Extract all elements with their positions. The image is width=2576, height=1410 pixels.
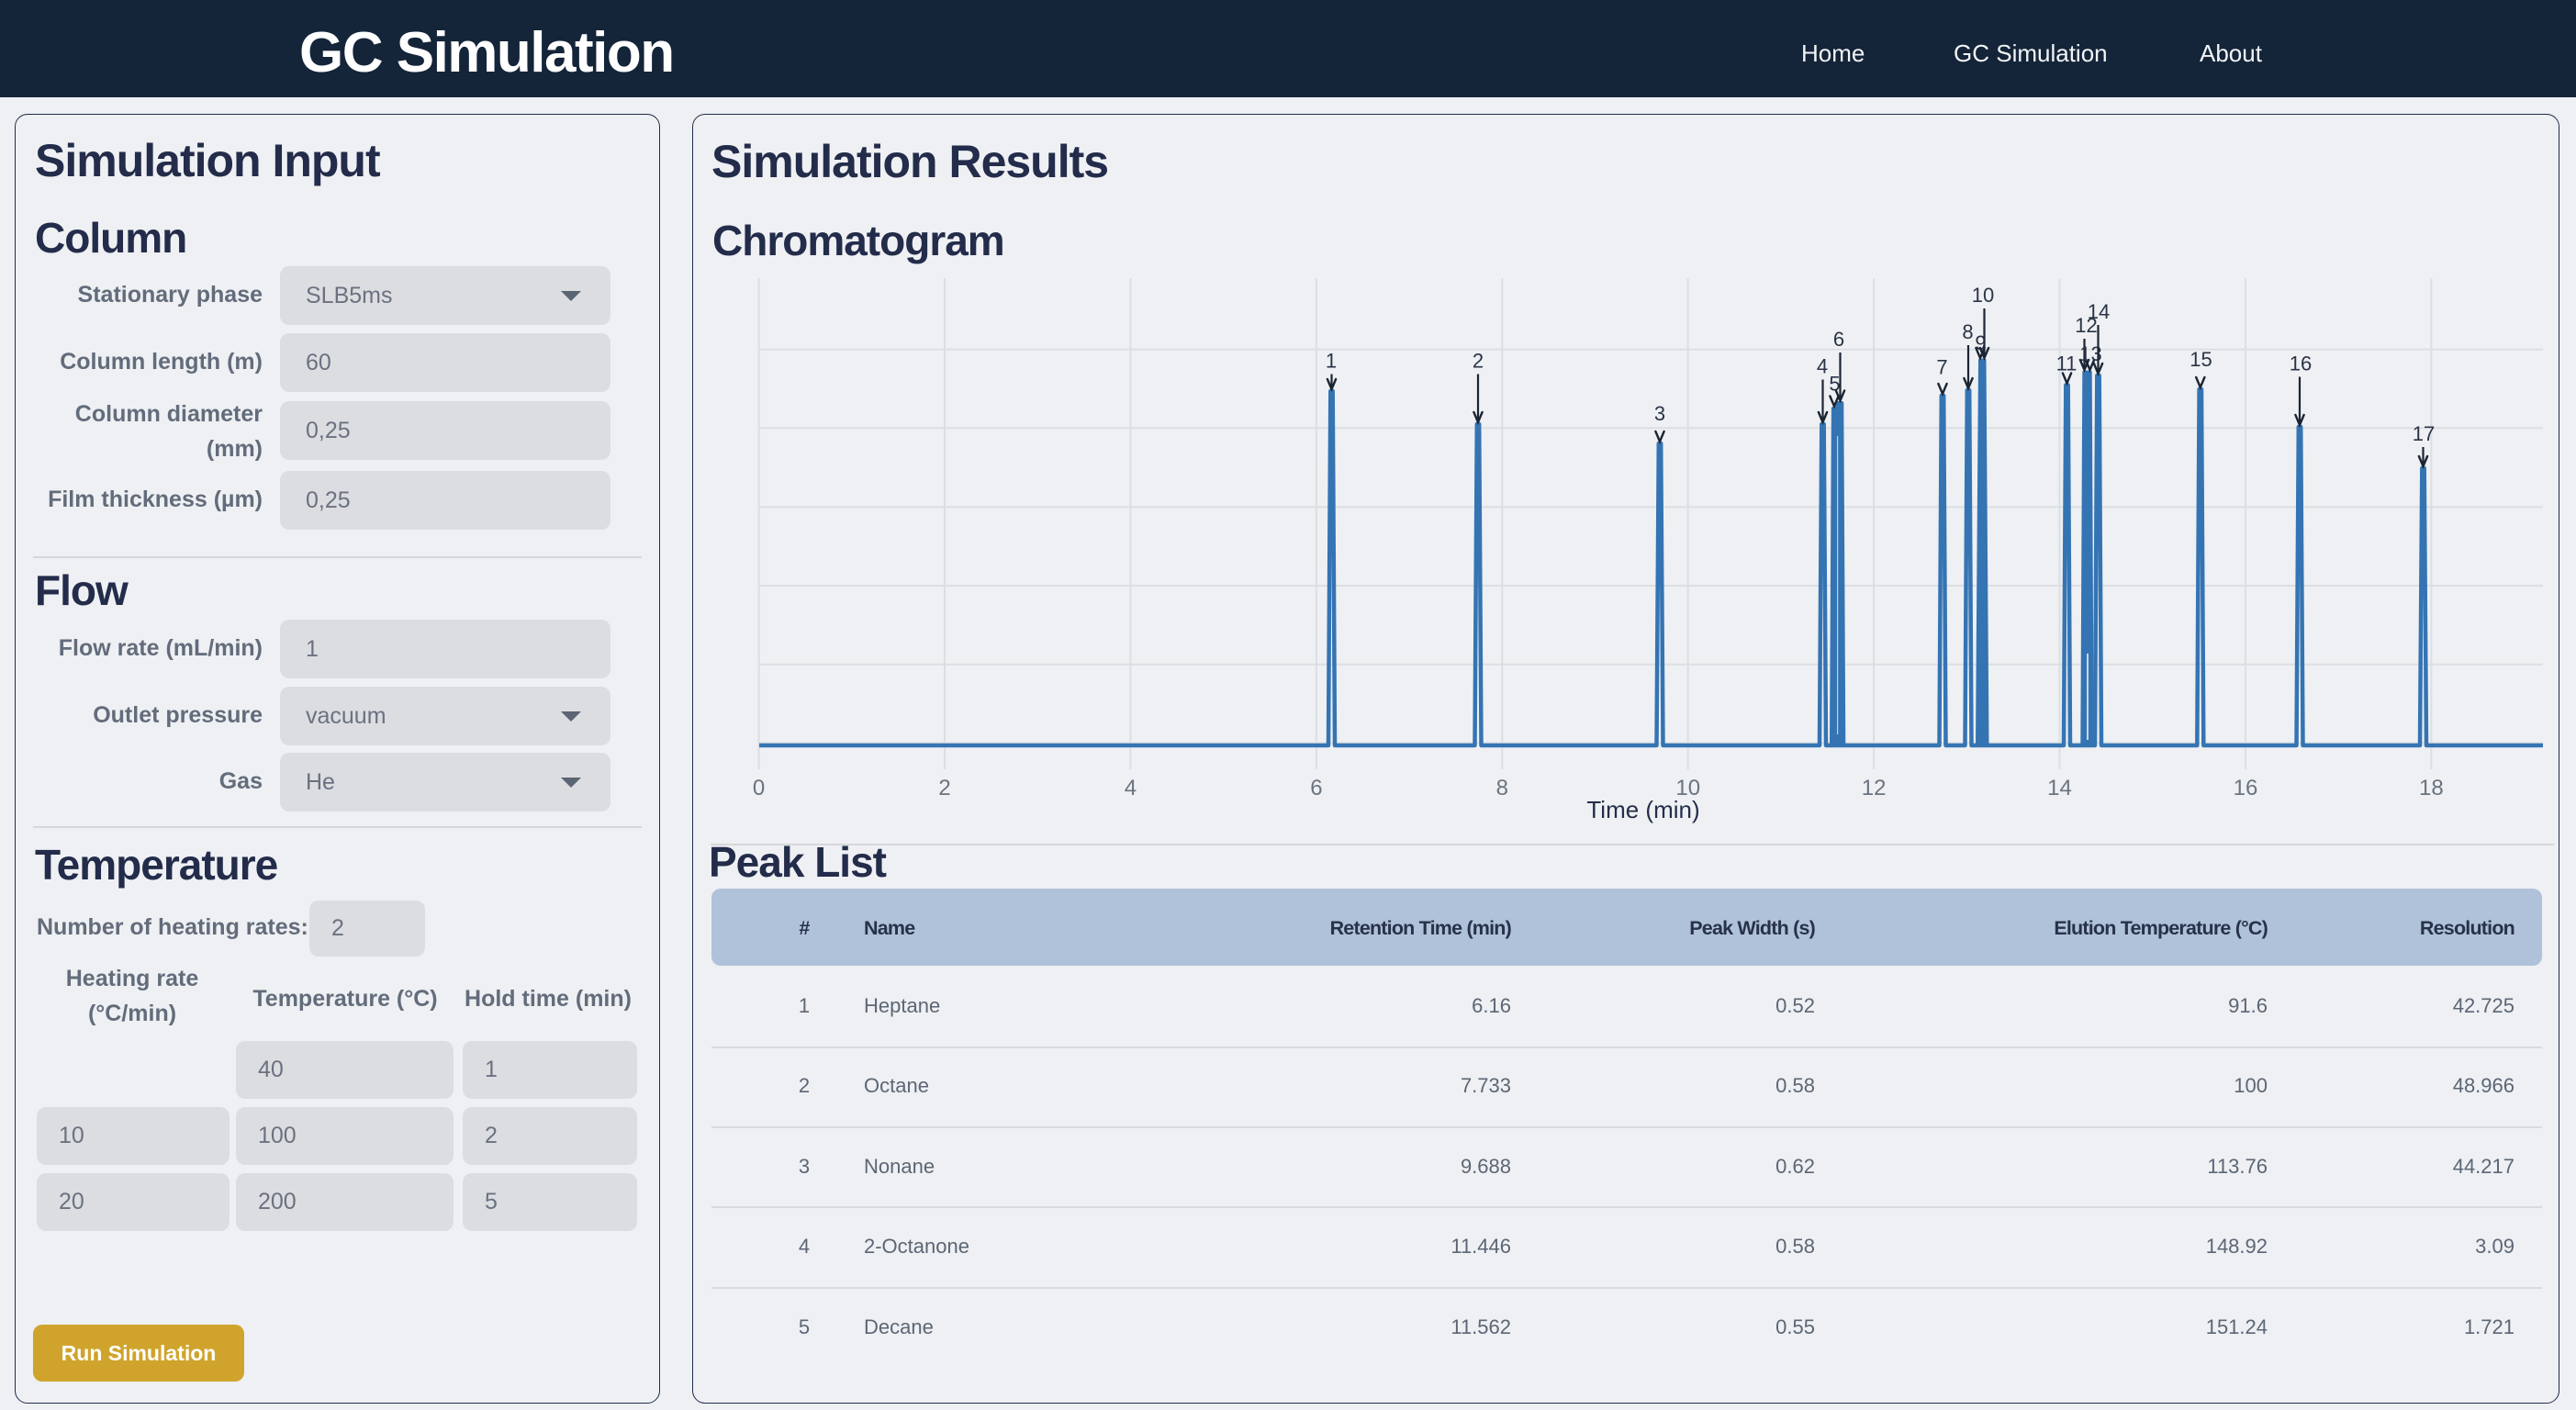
- svg-text:14: 14: [2088, 300, 2110, 323]
- svg-text:7: 7: [1936, 356, 1947, 379]
- svg-text:8: 8: [1962, 320, 1973, 343]
- svg-text:3: 3: [1654, 402, 1665, 425]
- svg-text:6: 6: [1310, 776, 1322, 800]
- svg-text:5: 5: [1829, 373, 1840, 396]
- svg-text:15: 15: [2190, 348, 2212, 371]
- svg-text:4: 4: [1817, 355, 1828, 378]
- svg-text:0: 0: [753, 776, 765, 800]
- svg-text:14: 14: [2047, 776, 2072, 800]
- svg-text:11: 11: [2056, 352, 2078, 375]
- svg-text:16: 16: [2234, 776, 2258, 800]
- svg-text:12: 12: [1862, 776, 1887, 800]
- svg-text:4: 4: [1125, 776, 1137, 800]
- svg-text:8: 8: [1496, 776, 1508, 800]
- svg-text:2: 2: [1473, 350, 1484, 373]
- svg-text:16: 16: [2290, 352, 2312, 375]
- svg-text:10: 10: [1972, 284, 1994, 307]
- svg-text:17: 17: [2413, 422, 2435, 445]
- svg-text:18: 18: [2419, 776, 2444, 800]
- svg-text:2: 2: [938, 776, 950, 800]
- svg-text:12: 12: [2075, 314, 2097, 337]
- svg-text:Time (min): Time (min): [1586, 796, 1699, 823]
- svg-text:1: 1: [1326, 350, 1337, 373]
- svg-text:10: 10: [1675, 776, 1700, 800]
- svg-text:6: 6: [1833, 328, 1844, 351]
